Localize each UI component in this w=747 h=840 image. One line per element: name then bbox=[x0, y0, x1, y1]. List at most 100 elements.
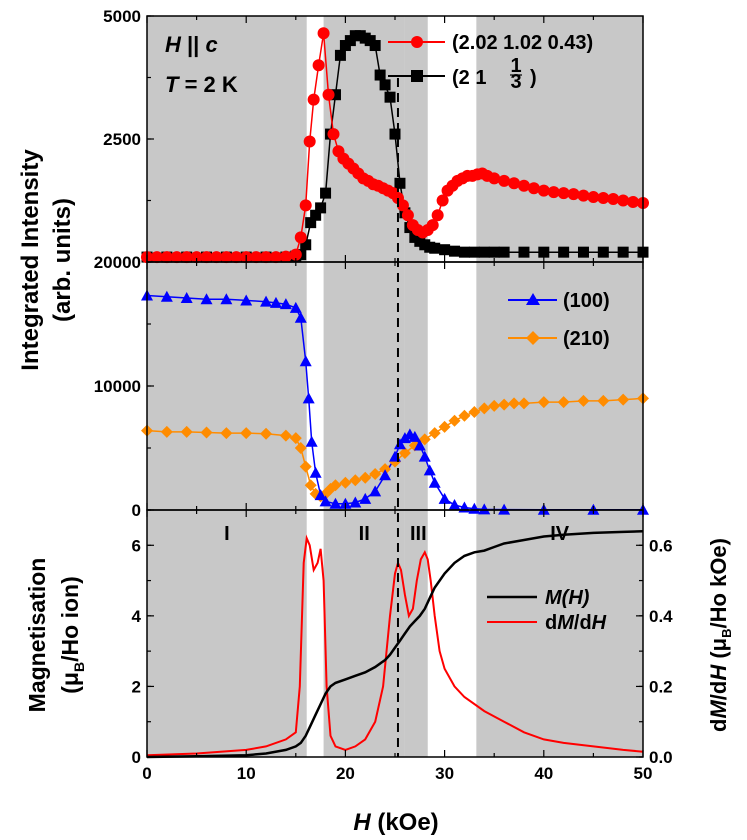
data-point-two-point-oh-two bbox=[547, 186, 560, 199]
data-point-two-point-oh-two bbox=[250, 251, 263, 264]
data-point-two-one-zero bbox=[359, 471, 372, 484]
data-point-two-one-zero bbox=[180, 425, 193, 438]
data-point-two-one-third bbox=[369, 40, 381, 52]
data-point-two-one-third bbox=[577, 246, 589, 258]
data-point-two-point-oh-two bbox=[307, 93, 320, 106]
data-point-two-point-oh-two bbox=[294, 231, 307, 244]
y-axis-label-magnetisation-unit: (μB/Ho ion) bbox=[57, 576, 87, 693]
x-tick-label: 30 bbox=[435, 764, 454, 783]
data-point-one-zero-zero bbox=[269, 296, 282, 308]
y-tick-label: 0.2 bbox=[649, 677, 673, 696]
data-point-two-point-oh-two bbox=[220, 251, 233, 264]
data-point-two-one-zero bbox=[418, 433, 431, 446]
data-point-two-one-third bbox=[617, 246, 629, 258]
data-point-one-zero-zero bbox=[478, 503, 491, 515]
axis-ticks: 0 10 20 30 40 50 2500 5000 0 10000 20000 0 2 4 6 0.0 0.2… bbox=[94, 7, 673, 783]
data-point-two-one-third bbox=[518, 246, 530, 258]
y-axis-label-intensity-line1: Integrated Intensity bbox=[17, 149, 44, 371]
legend-label-mh: M(H) bbox=[545, 587, 590, 609]
data-point-two-point-oh-two bbox=[289, 248, 302, 261]
data-point-one-zero-zero bbox=[240, 294, 253, 306]
data-point-two-point-oh-two bbox=[170, 251, 183, 264]
data-point-two-one-zero bbox=[517, 397, 530, 410]
phase-region-IV bbox=[476, 16, 643, 757]
legend-marker-triangle bbox=[526, 293, 540, 305]
data-point-one-zero-zero bbox=[413, 439, 426, 451]
data-point-two-one-third bbox=[320, 187, 332, 199]
data-point-two-one-third bbox=[558, 246, 570, 258]
data-point-two-point-oh-two bbox=[180, 251, 193, 264]
data-point-two-one-zero bbox=[438, 420, 451, 433]
data-point-two-one-third bbox=[429, 242, 441, 254]
x-axis-label: H (kOe) bbox=[353, 809, 438, 836]
phase-region-label-I: I bbox=[224, 523, 230, 545]
data-point-one-zero-zero bbox=[498, 503, 511, 515]
series-line-mh bbox=[146, 529, 644, 759]
data-point-two-one-third bbox=[439, 244, 451, 256]
data-point-two-point-oh-two bbox=[303, 135, 316, 148]
data-point-one-zero-zero bbox=[349, 496, 362, 508]
data-point-two-one-zero bbox=[478, 402, 491, 415]
data-point-two-one-zero bbox=[398, 446, 411, 459]
data-point-two-point-oh-two bbox=[317, 27, 330, 40]
y-axis-label-dmdh: dM/dH (μB/Ho kOe) bbox=[706, 538, 734, 732]
data-point-one-zero-zero bbox=[289, 301, 302, 313]
data-point-two-point-oh-two bbox=[260, 251, 273, 264]
legend-frac-den: 3 bbox=[510, 71, 521, 93]
x-tick-label: 0 bbox=[142, 764, 151, 783]
phase-region-label-II: II bbox=[359, 523, 370, 545]
data-point-one-zero-zero bbox=[329, 497, 342, 509]
legend-frac-num: 1 bbox=[510, 55, 521, 77]
data-point-two-one-zero bbox=[468, 406, 481, 419]
data-point-two-point-oh-two bbox=[269, 251, 282, 264]
data-point-two-one-zero bbox=[537, 396, 550, 409]
data-point-two-point-oh-two bbox=[607, 193, 620, 206]
data-point-two-one-third bbox=[488, 246, 500, 258]
y-tick-label: 0.4 bbox=[649, 607, 673, 626]
data-point-two-point-oh-two bbox=[299, 199, 312, 212]
data-point-two-one-zero bbox=[339, 476, 352, 489]
y-tick-label: 0 bbox=[132, 748, 141, 767]
data-point-one-zero-zero bbox=[393, 438, 406, 450]
x-tick-label: 10 bbox=[237, 764, 256, 783]
data-point-two-point-oh-two bbox=[200, 251, 213, 264]
data-point-two-point-oh-two bbox=[488, 172, 501, 185]
data-point-one-zero-zero bbox=[279, 298, 292, 310]
data-point-two-one-third bbox=[498, 246, 510, 258]
data-point-one-zero-zero bbox=[299, 355, 312, 367]
data-point-one-zero-zero bbox=[423, 464, 436, 476]
data-point-two-one-zero bbox=[289, 432, 302, 445]
data-point-two-one-zero bbox=[458, 409, 471, 422]
data-point-one-zero-zero bbox=[220, 293, 233, 305]
data-point-two-point-oh-two bbox=[401, 209, 414, 222]
data-point-one-zero-zero bbox=[428, 476, 441, 488]
data-point-one-zero-zero bbox=[359, 492, 372, 504]
data-point-two-one-zero bbox=[557, 396, 570, 409]
data-point-two-one-third bbox=[538, 246, 550, 258]
data-point-two-one-zero bbox=[329, 479, 342, 492]
data-point-two-point-oh-two bbox=[557, 187, 570, 200]
data-point-two-point-oh-two bbox=[322, 88, 335, 101]
y-tick-label: 0.6 bbox=[649, 536, 673, 555]
data-point-two-one-zero bbox=[379, 463, 392, 476]
data-point-two-point-oh-two bbox=[150, 251, 163, 264]
data-point-one-zero-zero bbox=[302, 392, 315, 404]
y-axis-label-magnetisation: Magnetisation bbox=[24, 558, 50, 713]
data-point-two-one-zero bbox=[279, 429, 292, 442]
data-point-two-one-third bbox=[329, 89, 341, 101]
data-point-two-point-oh-two bbox=[597, 192, 610, 205]
series-line-dmdh bbox=[146, 534, 644, 757]
phase-region-I bbox=[147, 16, 307, 757]
data-point-two-one-zero bbox=[220, 427, 233, 440]
legend-bottom: M(H) dM/dH bbox=[487, 587, 607, 634]
data-point-two-one-zero bbox=[260, 427, 273, 440]
data-point-two-point-oh-two bbox=[617, 194, 630, 207]
phase-region-labels: I II III IV bbox=[224, 523, 570, 545]
legend-label-2.02-1.02-0.43: (2.02 1.02 0.43) bbox=[452, 32, 593, 54]
data-point-two-one-third bbox=[334, 49, 346, 61]
data-point-two-one-zero bbox=[498, 398, 511, 411]
data-point-two-one-third bbox=[394, 177, 406, 189]
data-point-one-zero-zero bbox=[448, 499, 461, 511]
data-point-two-one-third bbox=[315, 202, 327, 214]
y-tick-label: 0 bbox=[132, 501, 141, 520]
